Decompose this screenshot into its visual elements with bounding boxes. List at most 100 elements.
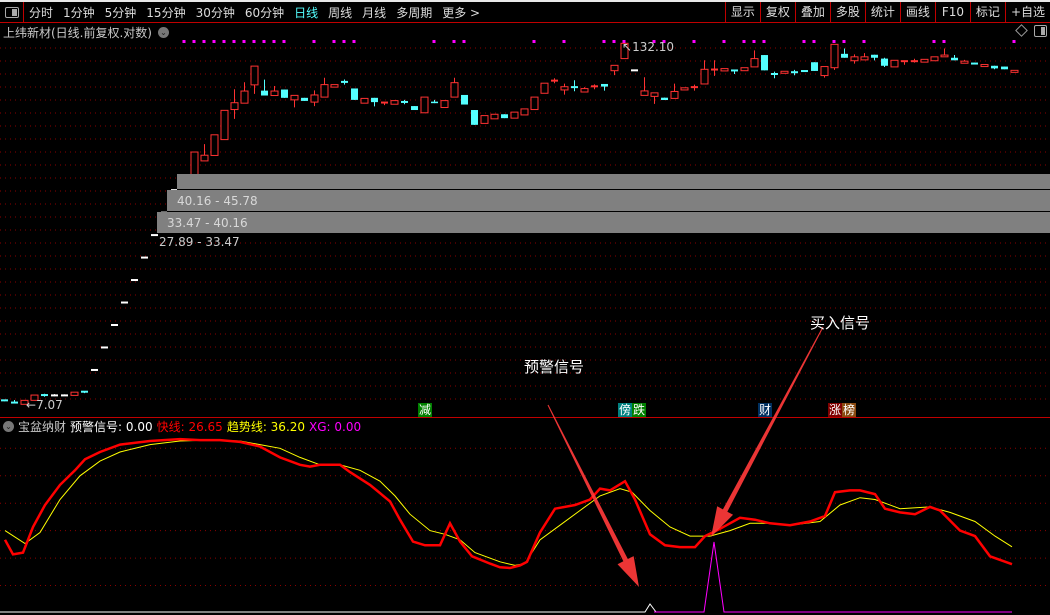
candle-body — [991, 65, 998, 69]
candle-body — [820, 66, 829, 77]
toolbar-action-button[interactable]: 画线 — [899, 2, 935, 22]
candle-body — [620, 42, 629, 60]
period-tab[interactable]: 60分钟 — [244, 5, 285, 20]
signal-dot — [432, 40, 436, 43]
toolbar-action-button[interactable]: 统计 — [864, 2, 900, 22]
period-tabs: 分时 1分钟 5分钟 15分钟 30分钟 60分钟 日线 周线 月线 多周期 更多 > — [0, 2, 485, 22]
toolbar-action-button[interactable]: 显示 — [724, 2, 760, 22]
period-tab[interactable]: 多周期 — [396, 5, 433, 20]
chevron-down-icon[interactable]: ⌄ — [158, 27, 169, 38]
signal-dot — [232, 40, 236, 43]
event-tag[interactable]: 减 — [418, 403, 433, 417]
panel-icon[interactable] — [1034, 25, 1047, 37]
signal-dot — [842, 40, 846, 43]
toolbar-action-button[interactable]: 多股 — [829, 2, 865, 22]
candle-body — [351, 88, 358, 100]
candle-body — [70, 391, 79, 396]
zone-label: 33.47 - 40.16 — [167, 215, 248, 230]
candle-body — [650, 92, 659, 97]
toolbar-actions: 显示 复权 叠加 多股 统计 画线 F10 标记 +自选 — [724, 2, 1050, 22]
trend-line-value: 趋势线: 36.20 — [226, 420, 306, 434]
toolbar-action-button[interactable]: 复权 — [759, 2, 795, 22]
event-tag-text: 减 — [418, 403, 433, 417]
signal-dot — [252, 40, 256, 43]
warning-arrow — [547, 404, 639, 587]
candle-body — [240, 90, 249, 104]
signal-dot — [832, 40, 836, 43]
signal-dot — [462, 40, 466, 43]
candle-body — [210, 134, 219, 156]
chevron-down-icon[interactable]: ⌄ — [3, 421, 14, 432]
candle-body — [940, 54, 949, 58]
candle-body — [390, 100, 399, 105]
candle-body — [830, 43, 839, 69]
period-tab[interactable]: 1分钟 — [63, 5, 95, 20]
signal-dot — [812, 40, 816, 43]
xg-signal-line — [654, 541, 1012, 613]
signal-dot — [862, 40, 866, 43]
period-tab[interactable]: 月线 — [362, 5, 387, 20]
event-tag[interactable]: 傍跌 — [618, 403, 647, 417]
candle-body — [740, 67, 749, 72]
toolbar-action-button[interactable]: F10 — [934, 2, 970, 22]
signal-dot — [562, 40, 566, 43]
candle-body — [270, 90, 279, 97]
period-tab[interactable]: 更多 > — [442, 5, 481, 20]
toolbar-action-button[interactable]: 叠加 — [794, 2, 830, 22]
low-price-label: ←7.07 — [26, 398, 63, 412]
candle-body — [1001, 66, 1008, 70]
signal-dot — [752, 40, 756, 43]
toolbar-action-button[interactable]: +自选 — [1004, 2, 1050, 22]
candle-body — [761, 55, 768, 71]
candle-body — [411, 106, 418, 111]
period-tab[interactable]: 5分钟 — [104, 5, 137, 20]
chart-title-row: 上纬新材(日线.前复权.对数) ⌄ — [3, 24, 169, 41]
candle-body — [661, 97, 668, 101]
period-tab[interactable]: 周线 — [328, 5, 353, 20]
period-tab[interactable]: 分时 — [29, 5, 54, 20]
candle-body — [890, 59, 899, 68]
candle-body — [960, 60, 969, 64]
candle-body — [230, 102, 239, 111]
event-tag[interactable]: 财 — [758, 403, 773, 417]
candle-body — [371, 97, 378, 103]
period-tab[interactable]: 日线 — [294, 5, 319, 20]
toolbar-action-button[interactable]: 标记 — [969, 2, 1005, 22]
candle-body — [850, 56, 859, 62]
window-top-edge — [0, 0, 1050, 2]
candle-body — [480, 115, 489, 124]
candle-body — [281, 89, 288, 98]
candle-body — [501, 114, 508, 119]
candle-body — [450, 82, 459, 98]
zone-label: 40.16 - 45.78 — [177, 193, 258, 208]
signal-dot — [342, 40, 346, 43]
price-zone-band — [177, 174, 1050, 190]
candle-body — [920, 58, 929, 63]
signal-dot — [612, 40, 616, 43]
signal-dot — [452, 40, 456, 43]
signal-dot — [282, 40, 286, 43]
signal-dot — [932, 40, 936, 43]
candle-body — [431, 101, 438, 104]
signal-dot — [602, 40, 606, 43]
panel-toggle-button[interactable] — [0, 2, 24, 22]
signal-dot — [722, 40, 726, 43]
period-tab[interactable]: 30分钟 — [195, 5, 235, 20]
indicator-name[interactable]: 宝盆纳财 — [18, 420, 67, 434]
period-tab[interactable]: 15分钟 — [146, 5, 186, 20]
signal-dot — [762, 40, 766, 43]
candle-body — [461, 94, 468, 105]
high-price-value: 132.10 — [632, 40, 675, 54]
signal-dot — [332, 40, 336, 43]
candle-body — [670, 90, 679, 99]
warning-signal-line — [0, 603, 657, 613]
candle-body — [930, 56, 939, 62]
signal-dot — [942, 40, 946, 43]
candle-body — [20, 399, 29, 405]
signal-dot — [1012, 40, 1016, 43]
fast-line-value: 快线: 26.65 — [156, 420, 223, 434]
event-tag[interactable]: 涨榜 — [828, 403, 857, 417]
candle-body — [601, 83, 608, 87]
low-price-value: 7.07 — [36, 398, 63, 412]
